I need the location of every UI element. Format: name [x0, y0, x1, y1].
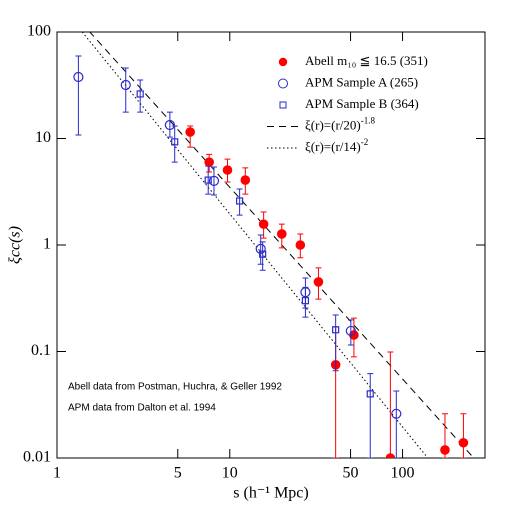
- point: [440, 445, 450, 455]
- fit-line: [81, 32, 429, 458]
- annotation: APM data from Dalton et al. 1994: [68, 403, 216, 414]
- legend-label-exponent: -2: [361, 137, 369, 147]
- legend-label-base: ξ(r)=(r/14): [305, 139, 361, 154]
- error-bar: [460, 413, 467, 458]
- point: [185, 127, 195, 137]
- legend-label-base: ξ(r)=(r/20): [305, 117, 361, 132]
- error-bar: [166, 111, 173, 138]
- y-tick-label: 0.1: [31, 342, 51, 359]
- fit-line: [89, 32, 475, 458]
- point: [276, 229, 287, 239]
- error-bar: [347, 319, 354, 346]
- legend-marker: [278, 78, 288, 89]
- point: [236, 197, 244, 205]
- legend-marker: [279, 101, 287, 109]
- y-axis-label: ξcc(s): [7, 226, 24, 264]
- point: [164, 119, 175, 131]
- point: [73, 71, 84, 83]
- legend-label-exponent: -1.8: [361, 116, 376, 126]
- point: [136, 90, 144, 98]
- point: [120, 79, 131, 91]
- error-bar: [75, 55, 82, 136]
- point: [208, 175, 220, 186]
- error-bar: [332, 314, 339, 372]
- x-tick-label: 5: [174, 465, 182, 482]
- plot-frame: [56, 31, 486, 459]
- legend-label: ξ(r)=(r/20)-1.8: [305, 116, 375, 133]
- annotation: Abell data from Postman, Huchra, & Gelle…: [68, 382, 282, 393]
- point: [204, 176, 212, 184]
- error-bar: [302, 286, 309, 318]
- point: [301, 297, 310, 305]
- error-bar: [171, 125, 178, 163]
- x-axis-label: s (h⁻¹ Mpc): [233, 485, 308, 502]
- error-bar: [259, 241, 266, 271]
- point: [171, 138, 179, 146]
- point: [240, 175, 251, 185]
- plot-area: [73, 32, 475, 458]
- error-bar: [393, 390, 400, 458]
- x-tick-label: 10: [222, 465, 238, 482]
- legend-label: Abell m₁₀ ≦ 16.5 (351): [305, 53, 428, 68]
- point: [391, 408, 402, 419]
- x-tick-label: 100: [391, 465, 415, 482]
- legend-label: APM Sample A (265): [305, 74, 418, 89]
- x-tick-label: 50: [343, 465, 359, 482]
- y-tick-label: 100: [27, 23, 51, 40]
- error-bar: [367, 373, 374, 458]
- error-bar: [205, 165, 212, 195]
- point: [295, 240, 306, 250]
- point: [366, 390, 374, 398]
- point: [259, 250, 267, 258]
- error-bar: [387, 351, 394, 458]
- point: [345, 325, 356, 337]
- point: [204, 157, 214, 167]
- legend-label: APM Sample B (364): [305, 96, 419, 111]
- point: [458, 437, 469, 448]
- error-bar: [210, 166, 217, 196]
- x-tick-label: 1: [53, 465, 61, 482]
- point: [258, 219, 269, 229]
- y-tick-label: 1: [43, 236, 51, 253]
- legend-marker: [278, 57, 288, 67]
- error-bar: [137, 79, 144, 113]
- point: [222, 165, 233, 175]
- error-bar: [236, 188, 243, 216]
- legend-label: ξ(r)=(r/14)-2: [305, 137, 368, 154]
- point: [313, 277, 324, 287]
- point: [255, 243, 266, 254]
- y-tick-label: 0.01: [23, 449, 51, 466]
- y-tick-label: 10: [35, 129, 51, 146]
- point: [332, 326, 340, 334]
